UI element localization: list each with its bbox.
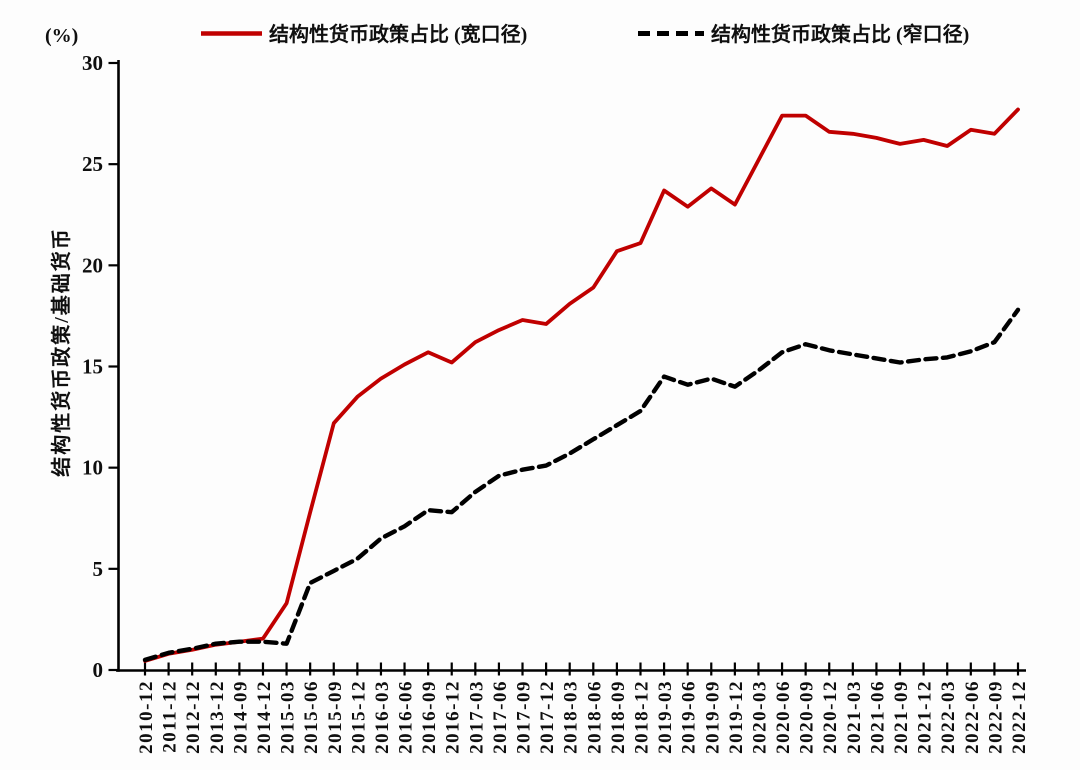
x-tick-label: 2021-06 <box>867 680 888 754</box>
x-tick-label: 2016-06 <box>396 680 417 754</box>
x-axis-ticks: 2010-12 2011-12 2012-12 2013-12 2014-09 2014-… <box>136 662 1030 754</box>
y-tick-label: 15 <box>82 355 103 379</box>
x-tick-label: 2018-12 <box>632 680 653 754</box>
x-tick-label: 2021-12 <box>915 680 936 754</box>
y-tick-label: 30 <box>82 51 103 75</box>
x-tick-label: 2016-03 <box>372 680 393 754</box>
x-tick-label: 2022-03 <box>938 680 959 754</box>
x-tick-label: 2020-09 <box>797 680 818 754</box>
y-axis-unit-label: (%) <box>45 25 78 47</box>
x-tick-label: 2015-09 <box>325 680 346 754</box>
series-line-narrow-caliber <box>142 307 1021 663</box>
y-tick-label: 10 <box>82 456 103 480</box>
x-tick-label: 2020-12 <box>820 680 841 754</box>
x-tick-label: 2015-06 <box>301 680 322 754</box>
x-tick-label: 2018-06 <box>584 680 605 754</box>
x-tick-label: 2011-12 <box>160 680 181 753</box>
y-tick-label: 0 <box>93 658 104 682</box>
x-tick-label: 2017-09 <box>514 680 535 754</box>
x-tick-label: 2019-03 <box>655 680 676 754</box>
legend-label-narrow: 结构性货币政策占比 (窄口径) <box>711 22 969 46</box>
x-tick-label: 2019-06 <box>679 680 700 754</box>
x-tick-label: 2018-03 <box>561 680 582 754</box>
y-tick-label: 20 <box>82 253 103 277</box>
legend-label-wide: 结构性货币政策占比 (宽口径) <box>269 22 527 46</box>
x-tick-label: 2021-09 <box>891 680 912 754</box>
x-tick-label: 2022-12 <box>1009 680 1030 754</box>
x-tick-label: 2015-03 <box>278 680 299 754</box>
x-tick-label: 2017-12 <box>537 680 558 754</box>
x-tick-label: 2017-06 <box>490 680 511 754</box>
x-tick-label: 2016-12 <box>443 680 464 754</box>
x-tick-label: 2010-12 <box>136 680 157 754</box>
x-tick-label: 2019-12 <box>726 680 747 754</box>
y-axis-ticks: 0 5 10 15 20 25 30 <box>82 51 119 682</box>
x-tick-label: 2017-03 <box>466 680 487 754</box>
x-tick-label: 2013-12 <box>207 680 228 754</box>
x-tick-label: 2016-09 <box>419 680 440 754</box>
series-line-wide-caliber <box>143 107 1020 663</box>
x-tick-label: 2015-12 <box>348 680 369 754</box>
y-tick-label: 5 <box>93 557 104 581</box>
legend: 结构性货币政策占比 (宽口径) 结构性货币政策占比 (窄口径) <box>201 22 969 46</box>
y-axis-title: 结构性货币政策/基础货币 <box>49 227 73 477</box>
x-tick-label: 2022-09 <box>985 680 1006 754</box>
x-tick-label: 2014-12 <box>254 680 275 754</box>
x-tick-label: 2020-03 <box>750 680 771 754</box>
x-tick-label: 2019-09 <box>702 680 723 754</box>
y-tick-label: 25 <box>82 152 103 176</box>
x-tick-label: 2022-06 <box>962 680 983 754</box>
x-tick-label: 2021-03 <box>844 680 865 754</box>
x-tick-label: 2012-12 <box>183 680 204 754</box>
x-tick-label: 2018-09 <box>608 680 629 754</box>
x-tick-label: 2020-06 <box>773 680 794 754</box>
x-tick-label: 2014-09 <box>230 680 251 754</box>
